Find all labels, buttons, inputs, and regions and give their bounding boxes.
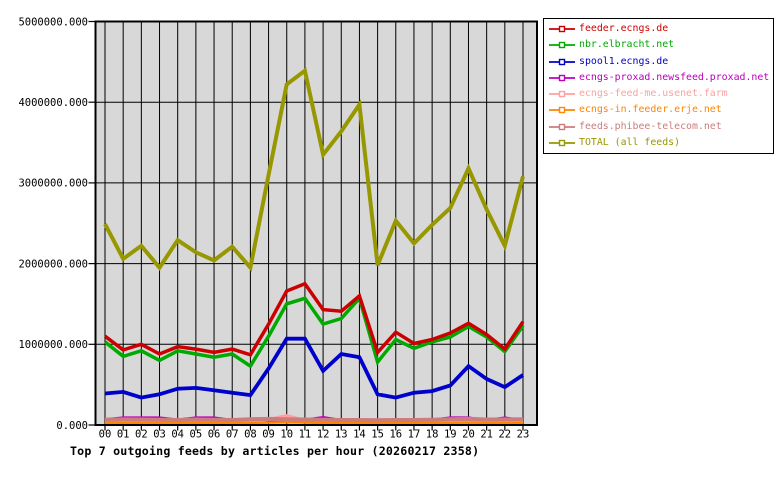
- legend-label: ecngs-proxad.newsfeed.proxad.net: [579, 71, 770, 83]
- x-tick-label: 12: [317, 429, 330, 441]
- legend-sample-marker: [558, 90, 566, 98]
- x-tick-label: 17: [408, 429, 421, 441]
- legend-item: nbr.elbracht.net: [549, 38, 773, 53]
- y-tick-label: 5000000.000: [18, 16, 88, 28]
- x-tick-label: 11: [299, 429, 312, 441]
- series-line-spool1-ecngs-de: [104, 336, 525, 400]
- legend-label: ecngs-in.feeder.erje.net: [579, 104, 722, 116]
- y-tick-label: 2000000.000: [18, 258, 88, 270]
- legend-box: feeder.ecngs.de nbr.elbracht.net spool1.ec…: [543, 18, 774, 154]
- x-tick-label: 20: [462, 429, 475, 441]
- legend-sample-marker: [558, 139, 566, 147]
- legend-item: ecngs-in.feeder.erje.net: [549, 103, 773, 118]
- x-tick-label: 05: [190, 429, 203, 441]
- series-line-total-all-feeds-: [103, 67, 525, 272]
- legend-line-sample: [549, 123, 575, 130]
- y-tick-label: 1000000.000: [18, 339, 88, 351]
- legend-sample-marker: [558, 42, 566, 49]
- y-tick-label: 0.000: [56, 420, 88, 432]
- legend-item: feeds.phibee-telecom.net: [549, 119, 773, 134]
- series-line-nbr-elbracht-net: [103, 294, 525, 369]
- legend-line-sample: [549, 90, 575, 98]
- legend-line-sample: [549, 58, 575, 65]
- chart-title: Top 7 outgoing feeds by articles per hou…: [70, 444, 480, 458]
- legend-label: feeds.phibee-telecom.net: [579, 120, 722, 132]
- plot-border: [94, 20, 538, 426]
- legend-line-sample: [549, 42, 575, 49]
- x-tick-label: 09: [262, 429, 275, 441]
- plot-background: [95, 21, 537, 425]
- x-tick-label: 15: [371, 429, 384, 441]
- x-tick-label: 10: [280, 429, 293, 441]
- legend-line-sample: [549, 25, 575, 33]
- x-tick-label: 08: [244, 429, 257, 441]
- x-tick-label: 02: [135, 429, 148, 441]
- legend-item: TOTAL (all feeds): [549, 135, 773, 150]
- series-line-feeder-ecngs-de: [103, 281, 525, 357]
- x-tick-label: 01: [117, 429, 130, 441]
- legend-item: spool1.ecngs.de: [549, 54, 773, 69]
- legend-line-sample: [549, 74, 575, 82]
- x-tick-label: 04: [171, 429, 184, 441]
- legend-item: ecngs-proxad.newsfeed.proxad.net: [549, 70, 773, 85]
- legend-sample-marker: [558, 107, 566, 114]
- x-tick-label: 16: [389, 429, 402, 441]
- legend-line-sample: [549, 107, 575, 114]
- legend-sample-marker: [558, 58, 566, 65]
- x-tick-label: 23: [517, 429, 530, 441]
- legend-label: ecngs-feed-me.usenet.farm: [579, 88, 728, 100]
- x-tick-label: 03: [153, 429, 166, 441]
- legend-label: TOTAL (all feeds): [579, 136, 681, 148]
- legend-item: ecngs-feed-me.usenet.farm: [549, 87, 773, 102]
- y-tick-label: 4000000.000: [18, 97, 88, 109]
- legend-item: feeder.ecngs.de: [549, 22, 773, 37]
- series-line-feeds-phibee-telecom-net: [104, 416, 524, 423]
- x-tick-label: 06: [208, 429, 221, 441]
- x-tick-label: 13: [335, 429, 348, 441]
- series-line-ecngs-in-feeder-erje-net: [105, 420, 523, 425]
- y-tick-label: 3000000.000: [18, 178, 88, 190]
- legend-sample-marker: [558, 25, 566, 33]
- x-tick-label: 21: [480, 429, 493, 441]
- legend-sample-marker: [558, 123, 566, 130]
- x-tick-label: 14: [353, 429, 366, 441]
- legend-label: nbr.elbracht.net: [579, 39, 675, 51]
- x-tick-label: 00: [99, 429, 112, 441]
- x-tick-label: 18: [426, 429, 439, 441]
- x-tick-label: 22: [498, 429, 511, 441]
- legend-label: feeder.ecngs.de: [579, 23, 669, 35]
- legend-line-sample: [549, 139, 575, 147]
- legend-label: spool1.ecngs.de: [579, 55, 669, 67]
- legend-sample-marker: [558, 74, 566, 82]
- x-tick-label: 19: [444, 429, 457, 441]
- x-tick-label: 07: [226, 429, 239, 441]
